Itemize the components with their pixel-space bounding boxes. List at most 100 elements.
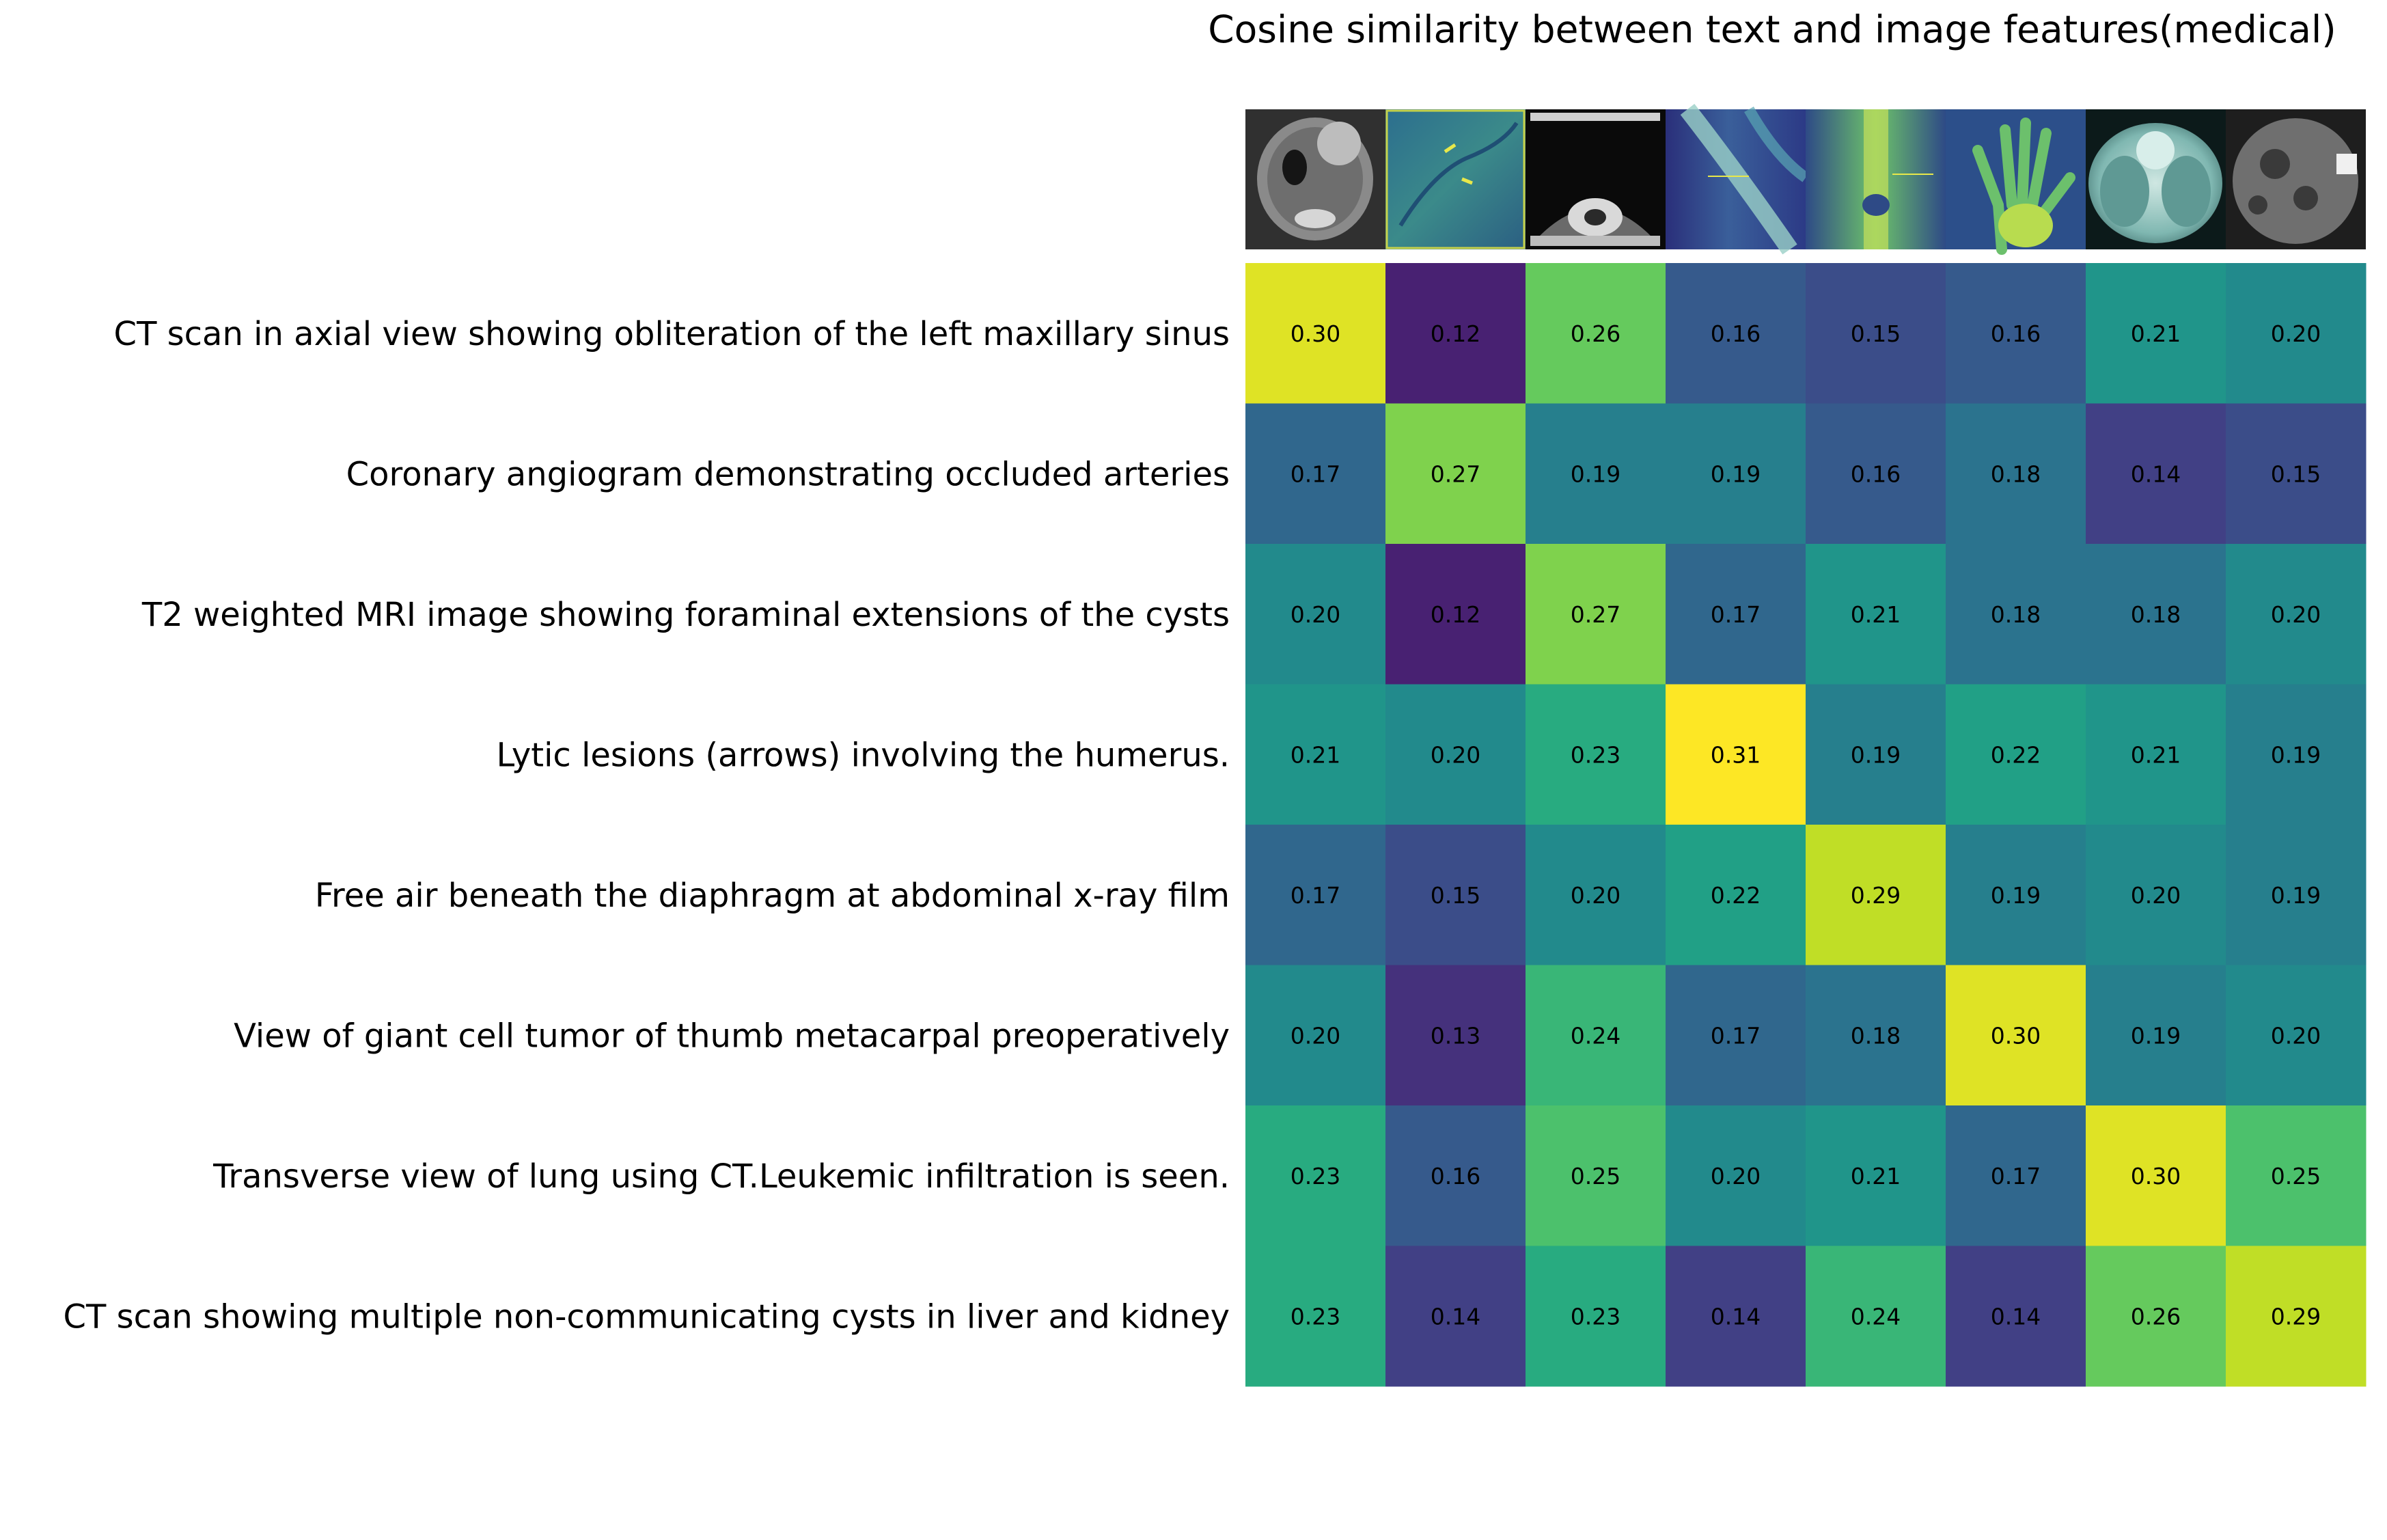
cell-value-label: 0.25 [2271,1163,2321,1190]
row-labels: CT scan in axial view showing obliterati… [63,315,1230,1336]
cell-value-label: 0.19 [1851,741,1901,768]
heatmap-cell [1666,544,1806,685]
heatmap-cell [2086,1246,2226,1387]
cell-value-label: 0.21 [1851,1163,1901,1190]
cell-value-label: 0.14 [1431,1303,1480,1330]
cell-value-label: 0.19 [2271,741,2321,768]
cell-value-label: 0.17 [1711,601,1761,628]
heatmap-cell [2226,1246,2367,1387]
cell-value-label: 0.15 [1851,320,1901,347]
heatmap-cell [1946,403,2086,545]
cell-value-label: 0.23 [1291,1303,1340,1330]
cell-value-label: 0.20 [2271,320,2321,347]
row-label: CT scan showing multiple non-communicati… [63,1297,1230,1336]
heatmap-cell [1245,825,1386,965]
heatmap-cell [1806,263,1946,404]
cell-value-label: 0.27 [1431,460,1480,487]
heatmap-cell [2086,684,2226,825]
heatmap-cell [1526,1246,1666,1387]
heatmap-cell [1385,544,1526,685]
cell-value-label: 0.20 [2131,882,2181,909]
heatmap-cell [2226,965,2367,1106]
cell-value-label: 0.19 [1711,460,1761,487]
row-label: Transverse view of lung using CT.Leukemi… [212,1157,1230,1196]
chart-title: Cosine similarity between text and image… [1208,8,2336,51]
heatmap-cell [1946,1105,2086,1246]
heatmap-cell [2226,263,2367,404]
row-label: View of giant cell tumor of thumb metaca… [234,1017,1230,1055]
cell-value-label: 0.22 [1991,741,2041,768]
cell-value-label: 0.18 [1991,460,2041,487]
heatmap-cell [1245,1246,1386,1387]
heatmap-cell [2086,825,2226,965]
cell-value-label: 0.14 [2131,460,2181,487]
heatmap-cell [1385,403,1526,545]
row-label: Free air beneath the diaphragm at abdomi… [315,877,1230,915]
cell-value-label: 0.19 [1571,460,1620,487]
heatmap-cell [1666,1105,1806,1246]
heatmap-cell [1245,403,1386,545]
heatmap-cell [2226,684,2367,825]
heatmap-cell [2226,403,2367,545]
cell-value-label: 0.15 [2271,460,2321,487]
cell-value-label: 0.30 [1291,320,1340,347]
row-label: Coronary angiogram demonstrating occlude… [346,455,1230,493]
cell-value-label: 0.20 [1571,882,1620,909]
cell-value-label: 0.23 [1291,1163,1340,1190]
cell-value-label: 0.29 [2271,1303,2321,1330]
heatmap-cell [1946,544,2086,685]
heatmap-cell [1526,684,1666,825]
cell-value-label: 0.20 [2271,601,2321,628]
heatmap-cell [1385,1246,1526,1387]
cell-value-label: 0.23 [1571,1303,1620,1330]
heatmap-cell [1526,1105,1666,1246]
mri-cysts-thumbnail [1526,109,1666,249]
heatmap-cell [2086,263,2226,404]
cell-value-label: 0.17 [1991,1163,2041,1190]
heatmap-cell [1666,403,1806,545]
heatmap-cell [1946,263,2086,404]
cell-value-label: 0.25 [1571,1163,1620,1190]
heatmap-cell [1666,825,1806,965]
cell-value-label: 0.20 [1291,1022,1340,1049]
heatmap-cell [2086,403,2226,545]
cell-value-label: 0.30 [1991,1022,2041,1049]
cell-value-label: 0.15 [1431,882,1480,909]
cell-value-label: 0.19 [2271,882,2321,909]
cell-value-label: 0.21 [1851,601,1901,628]
heatmap-cell [1666,684,1806,825]
cell-value-label: 0.14 [1711,1303,1761,1330]
cell-value-label: 0.19 [1991,882,2041,909]
humerus-xray-thumbnail [1666,104,1809,255]
cell-value-label: 0.18 [1991,601,2041,628]
heatmap-cell [1806,1246,1946,1387]
cell-value-label: 0.13 [1431,1022,1480,1049]
heatmap-cell [1946,684,2086,825]
thumbnail-strip [1245,104,2366,255]
cell-value-label: 0.21 [2131,741,2181,768]
heatmap-cell [1946,1246,2086,1387]
heatmap-cell [1385,825,1526,965]
heatmap-cell [1946,965,2086,1106]
heatmap-cell [2086,1105,2226,1246]
heatmap-cell [2226,825,2367,965]
heatmap-cell [1385,263,1526,404]
hand-xray-thumbnail [1946,109,2086,255]
cell-value-label: 0.14 [1991,1303,2041,1330]
cell-value-label: 0.16 [1991,320,2041,347]
cell-value-label: 0.29 [1851,882,1901,909]
heatmap-cell [1806,965,1946,1106]
cell-value-label: 0.30 [2131,1163,2181,1190]
row-label: CT scan in axial view showing obliterati… [114,315,1230,353]
cell-value-label: 0.21 [2131,320,2181,347]
cell-value-label: 0.20 [1711,1163,1761,1190]
heatmap-cell [1806,825,1946,965]
cell-value-label: 0.31 [1711,741,1761,768]
cell-value-label: 0.26 [1571,320,1620,347]
cell-value-label: 0.24 [1851,1303,1901,1330]
heatmap-cell [1806,544,1946,685]
heatmap-cell [1245,544,1386,685]
heatmap-cell [1385,1105,1526,1246]
heatmap-cell [2226,1105,2367,1246]
cell-value-label: 0.19 [2131,1022,2181,1049]
